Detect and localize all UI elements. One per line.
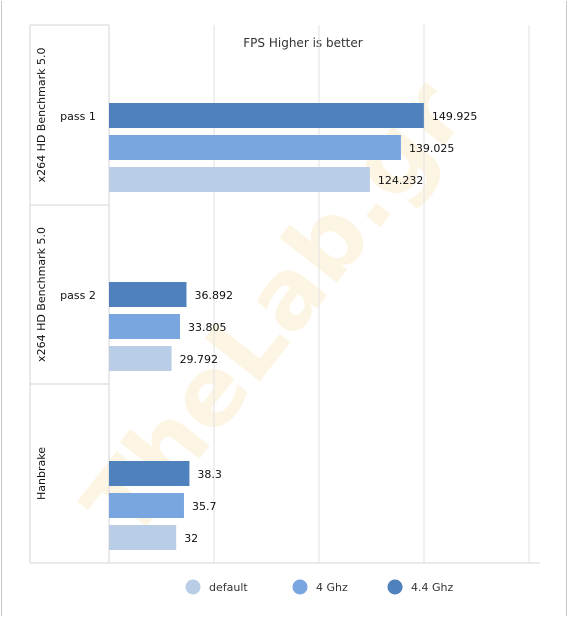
legend-label: 4.4 Ghz	[411, 581, 453, 594]
bar	[109, 461, 190, 486]
bar	[109, 135, 401, 160]
legend-label: default	[209, 581, 248, 594]
bar-value-label: 29.792	[180, 353, 219, 366]
bar	[109, 346, 172, 371]
category-label-outer: x264 HD Benchmark 5.0	[35, 227, 48, 362]
legend-swatch	[387, 579, 403, 595]
legend-swatch	[292, 579, 308, 595]
bar-value-label: 36.892	[194, 289, 233, 302]
chart-title: FPS Higher is better	[243, 36, 362, 50]
bar	[109, 525, 177, 550]
bar-value-label: 38.3	[197, 468, 222, 481]
category-label-outer: x264 HD Benchmark 5.0	[35, 48, 48, 183]
bar-value-label: 33.805	[188, 321, 227, 334]
bar	[109, 282, 187, 307]
bar-value-label: 32	[184, 532, 198, 545]
bar	[109, 314, 180, 339]
legend-swatch	[185, 579, 201, 595]
bars: 149.925 36.892 38.3 139.025 33.805 35.7 124.23…	[109, 103, 477, 550]
bar	[109, 167, 370, 192]
legend: default 4 Ghz 4.4 Ghz	[185, 579, 453, 595]
bar-value-label: 139.025	[409, 142, 455, 155]
category-label-inner: pass 1	[60, 110, 96, 123]
legend-label: 4 Ghz	[316, 581, 348, 594]
category-label-outer: Hanbrake	[35, 447, 48, 500]
bar	[109, 493, 184, 518]
category-label-inner: pass 2	[60, 289, 96, 302]
bar-value-label: 35.7	[192, 500, 217, 513]
bar	[109, 103, 424, 128]
bar-value-label: 124.232	[378, 174, 424, 187]
bar-value-label: 149.925	[432, 110, 478, 123]
